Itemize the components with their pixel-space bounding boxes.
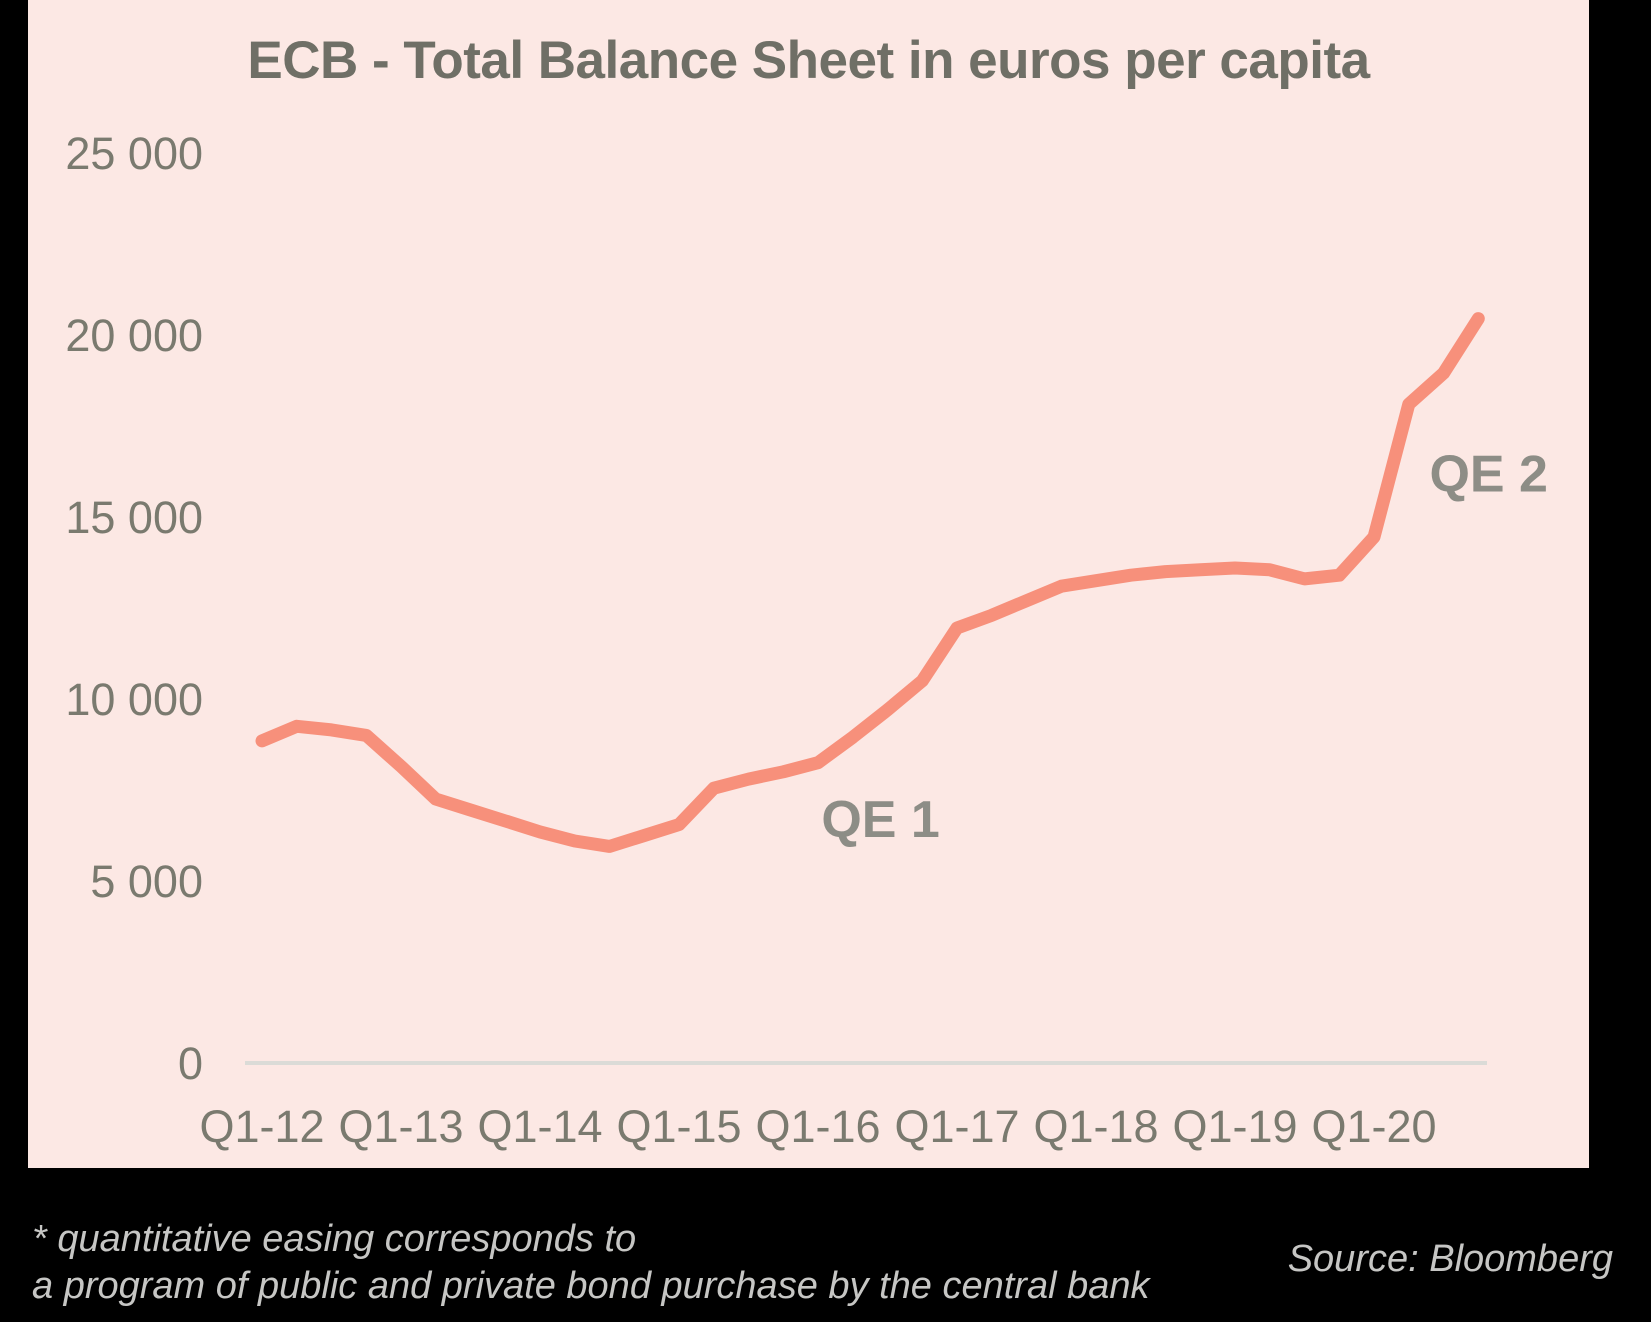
source-credit: Source: Bloomberg [1287, 1238, 1613, 1280]
x-tick-label: Q1-13 [338, 1101, 463, 1152]
x-tick-label: Q1-15 [616, 1101, 741, 1152]
y-tick-label: 20 000 [65, 310, 203, 361]
chart-annotations: QE 1 QE 2 [821, 445, 1548, 849]
annotation-qe-2: QE 2 [1429, 445, 1548, 503]
y-tick-label: 25 000 [65, 128, 203, 179]
x-tick-label: Q1-12 [199, 1101, 324, 1152]
y-axis-tick-labels: 0 5 000 10 000 15 000 20 000 25 000 [65, 128, 203, 1089]
footnote-line-1: * quantitative easing corresponds to [32, 1218, 637, 1260]
y-tick-label: 5 000 [90, 856, 203, 907]
footnote: * quantitative easing corresponds to a p… [32, 1216, 1149, 1310]
x-axis-tick-labels: Q1-12 Q1-13 Q1-14 Q1-15 Q1-16 Q1-17 Q1-18 Q1-19… [199, 1101, 1436, 1152]
x-tick-label: Q1-14 [477, 1101, 602, 1152]
y-tick-label: 10 000 [65, 674, 203, 725]
footnote-line-2: a program of public and private bond pur… [32, 1265, 1150, 1307]
x-tick-label: Q1-18 [1033, 1101, 1158, 1152]
x-tick-label: Q1-20 [1311, 1101, 1436, 1152]
x-tick-label: Q1-17 [894, 1101, 1019, 1152]
x-tick-label: Q1-19 [1172, 1101, 1297, 1152]
annotation-qe-1: QE 1 [821, 791, 940, 849]
x-tick-label: Q1-16 [755, 1101, 880, 1152]
y-tick-label: 15 000 [65, 492, 203, 543]
balance-sheet-line [255, 312, 1485, 853]
y-tick-label: 0 [178, 1038, 203, 1089]
chart-title: ECB - Total Balance Sheet in euros per c… [247, 31, 1370, 90]
